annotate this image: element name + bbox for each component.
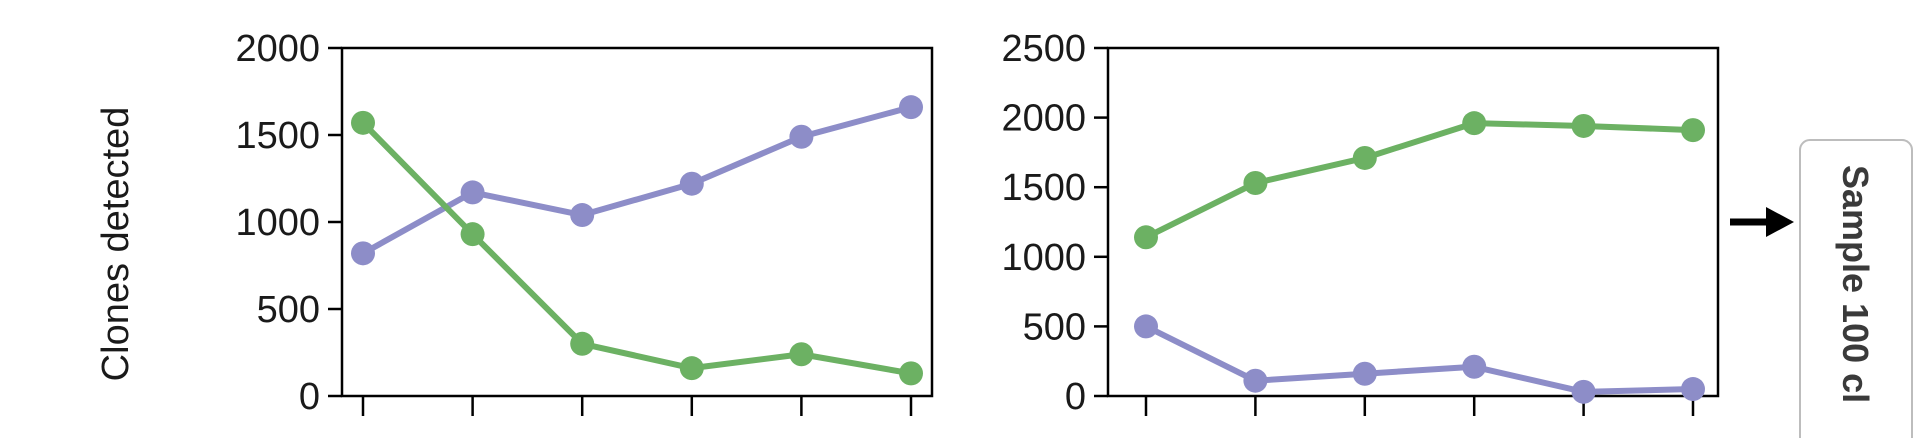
series-0-point xyxy=(789,124,814,149)
series-1-point xyxy=(351,110,375,135)
series-0-point xyxy=(1243,368,1268,393)
y-tick-label: 500 xyxy=(257,289,320,331)
series-0-line xyxy=(360,104,914,257)
series-0-point xyxy=(1352,361,1377,386)
series-1-line xyxy=(1143,120,1696,241)
series-0-point xyxy=(1571,379,1596,404)
y-tick-label: 1000 xyxy=(1001,237,1086,279)
sample-label-box xyxy=(1799,139,1913,438)
series-0-point xyxy=(1681,377,1705,402)
series-0-line xyxy=(1143,323,1696,395)
series-1-point xyxy=(679,356,704,381)
y-tick-label: 1500 xyxy=(235,115,320,157)
series-1-point xyxy=(570,331,595,356)
y-tick-label: 2500 xyxy=(1001,28,1086,70)
series-0-point xyxy=(899,95,923,120)
series-0-point xyxy=(570,203,595,228)
y-tick-label: 500 xyxy=(1023,306,1086,348)
y-tick-label: 0 xyxy=(299,376,320,418)
series-0-point xyxy=(1462,354,1487,379)
series-1-point xyxy=(1571,113,1596,138)
y-tick-label: 2000 xyxy=(235,28,320,70)
series-0-point xyxy=(351,241,375,266)
plot-frame xyxy=(340,46,934,398)
series-1-point xyxy=(1462,111,1487,136)
series-1-point xyxy=(1352,145,1377,170)
series-1-point xyxy=(1681,118,1705,143)
series-0-point xyxy=(679,171,704,196)
chart-panel-left: 0 500 1000 1500 2000 Clones detected xyxy=(95,28,934,418)
y-tick-label: 0 xyxy=(1065,376,1086,418)
series-1-point xyxy=(1243,171,1268,196)
series-0-point xyxy=(1134,314,1158,339)
y-tick-label: 2000 xyxy=(1001,98,1086,140)
series-0-point xyxy=(460,180,485,205)
y-axis-title: Clones detected xyxy=(95,107,137,382)
plot-frame xyxy=(1106,46,1720,398)
series-1-point xyxy=(899,361,923,386)
series-1-line xyxy=(360,119,914,377)
series-1-point xyxy=(1134,225,1158,250)
y-tick-label: 1500 xyxy=(1001,167,1086,209)
sample-label: Sample 100 cl xyxy=(1835,165,1876,403)
y-tick-label: 1000 xyxy=(235,202,320,244)
chart-panel-right: 0 500 1000 1500 2000 2500 xyxy=(1001,28,1720,418)
series-1-point xyxy=(789,342,814,367)
series-1-point xyxy=(460,222,485,247)
right-arrow-icon xyxy=(1730,207,1794,237)
